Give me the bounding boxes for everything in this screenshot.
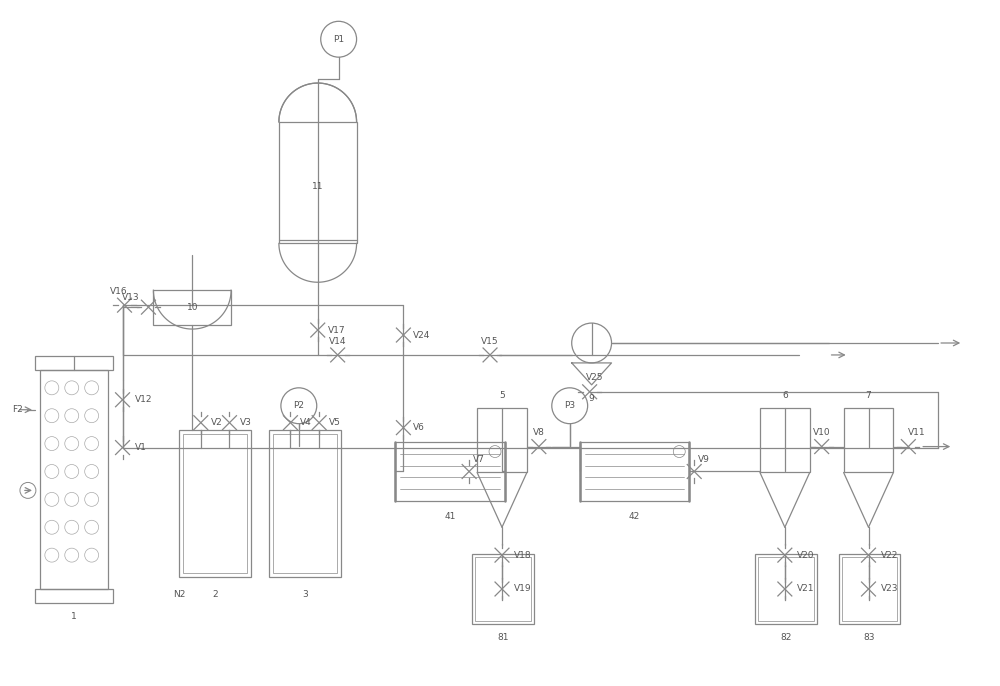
Bar [758,557,814,621]
Text: 41: 41 [445,512,456,521]
Bar [475,557,531,621]
Bar [40,370,108,589]
Text: V17: V17 [328,326,345,335]
Circle shape [65,493,79,506]
Text: 42: 42 [629,512,640,521]
Text: 83: 83 [864,633,875,642]
Text: V21: V21 [797,584,814,593]
Bar [760,407,810,473]
Circle shape [85,409,99,423]
Text: P1: P1 [333,35,344,44]
Bar [477,407,527,473]
Bar [35,589,113,603]
Circle shape [45,464,59,478]
Text: 81: 81 [497,633,509,642]
Text: N2: N2 [173,591,185,600]
Text: 6: 6 [782,391,788,401]
Bar [844,407,893,473]
Text: V5: V5 [329,418,341,427]
Text: 9: 9 [589,394,595,403]
Text: 2: 2 [212,591,218,600]
Text: V14: V14 [329,337,346,346]
Circle shape [45,493,59,506]
Text: V13: V13 [122,293,139,302]
Text: V22: V22 [880,551,898,560]
Text: V25: V25 [586,373,603,382]
Circle shape [85,436,99,451]
Bar [279,122,357,244]
Text: V9: V9 [698,455,710,464]
Text: V10: V10 [813,428,831,437]
Circle shape [85,493,99,506]
Text: 10: 10 [187,303,198,311]
Text: V1: V1 [134,443,146,452]
Bar [395,442,505,501]
Bar [179,429,251,577]
Circle shape [85,520,99,534]
Circle shape [85,548,99,562]
Text: V2: V2 [211,418,223,427]
Bar [842,557,897,621]
Circle shape [85,464,99,478]
Circle shape [65,409,79,423]
Circle shape [65,436,79,451]
Text: 11: 11 [312,182,323,191]
Text: 7: 7 [866,391,871,401]
Text: 5: 5 [499,391,505,401]
Circle shape [45,381,59,394]
Text: V6: V6 [413,423,425,432]
Text: 1: 1 [71,613,77,622]
Text: F2: F2 [12,405,23,414]
Bar [183,434,247,573]
Text: 3: 3 [302,591,308,600]
Text: V19: V19 [514,584,532,593]
Text: 82: 82 [780,633,792,642]
Text: V15: V15 [481,337,499,346]
Circle shape [281,388,317,424]
Bar [755,554,817,624]
Circle shape [65,548,79,562]
Bar [153,290,231,325]
Text: V18: V18 [514,551,532,560]
Bar [580,442,689,501]
Circle shape [45,409,59,423]
Text: P3: P3 [564,401,575,410]
Text: V12: V12 [134,395,152,404]
Text: V3: V3 [239,418,251,427]
Text: V11: V11 [907,428,925,437]
Circle shape [65,464,79,478]
Circle shape [45,548,59,562]
Circle shape [321,21,357,57]
Bar [472,554,534,624]
Circle shape [85,381,99,394]
Text: V20: V20 [797,551,814,560]
Circle shape [45,520,59,534]
Circle shape [673,446,685,458]
Circle shape [572,323,612,363]
Circle shape [552,388,588,424]
Circle shape [65,381,79,394]
Text: P2: P2 [293,401,304,410]
Bar [35,356,113,370]
Circle shape [45,436,59,451]
Circle shape [489,446,501,458]
Text: V16: V16 [110,287,127,296]
Bar [273,434,337,573]
Bar [269,429,341,577]
Text: V24: V24 [413,331,431,340]
Text: V4: V4 [300,418,312,427]
Text: V23: V23 [880,584,898,593]
Circle shape [65,520,79,534]
Bar [839,554,900,624]
Text: V7: V7 [473,455,485,464]
Text: V8: V8 [533,428,545,437]
Circle shape [20,482,36,498]
